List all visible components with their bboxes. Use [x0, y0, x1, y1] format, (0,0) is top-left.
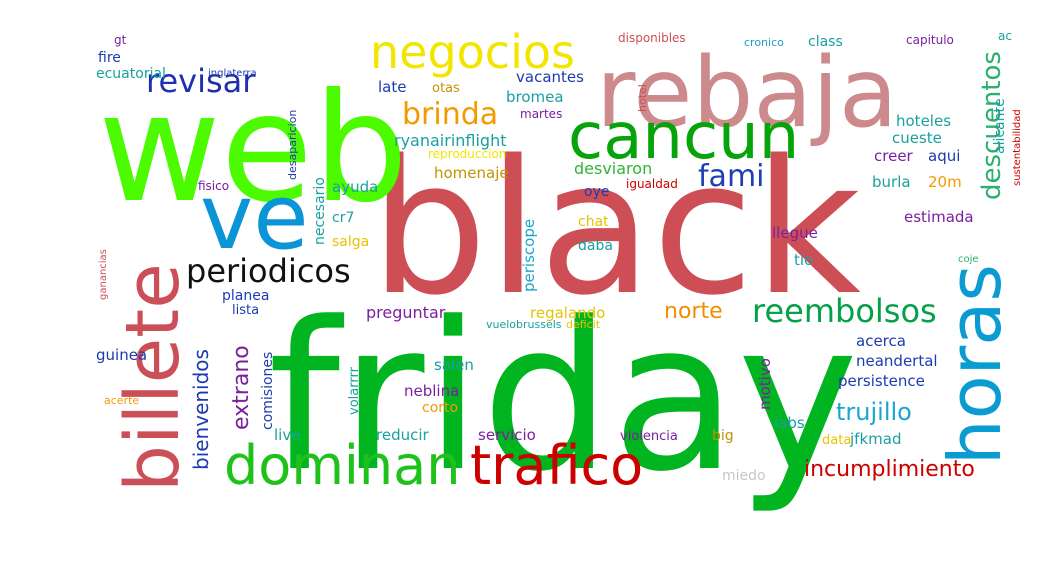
word: acerca	[856, 332, 906, 350]
word: hoteles	[896, 112, 951, 130]
word: chat	[578, 214, 609, 230]
word: capitulo	[906, 33, 954, 47]
word: vuelobrussels	[486, 318, 562, 331]
word: ayuda	[332, 178, 378, 196]
word: desviaron	[574, 159, 652, 178]
word: negocios	[370, 25, 575, 79]
word: bienvenidos	[189, 349, 213, 470]
word: violencia	[620, 429, 678, 444]
word: web	[98, 62, 408, 236]
word: regalando	[530, 304, 605, 322]
word: servicio	[478, 426, 536, 444]
word: necesario	[312, 177, 328, 245]
word: extrano	[229, 345, 254, 430]
word: corto	[422, 400, 458, 416]
word: reproduccion	[428, 147, 506, 161]
word: volarrrr	[347, 366, 362, 415]
word: ganancias	[98, 249, 109, 300]
word: bromea	[506, 88, 564, 106]
word: daba	[578, 238, 613, 254]
word: disponibles	[618, 31, 686, 45]
word: creer	[874, 147, 914, 165]
word: black	[370, 120, 861, 336]
word: tio	[794, 251, 813, 269]
word: vacantes	[516, 68, 584, 86]
word: homenaje	[434, 164, 509, 182]
word: otas	[432, 81, 460, 96]
word: inglaterra	[208, 68, 257, 79]
word: reducir	[376, 426, 430, 444]
word: planea	[222, 288, 269, 304]
word: fire	[98, 50, 121, 66]
word: cueste	[892, 129, 942, 147]
word: 20m	[928, 173, 962, 191]
word: miedo	[722, 468, 766, 484]
word: ryanairinflight	[394, 131, 507, 150]
word: coje	[958, 254, 979, 265]
word: reembolsos	[752, 292, 937, 330]
word: igualdad	[626, 177, 678, 191]
word: aqui	[928, 147, 960, 165]
word: periscope	[520, 219, 538, 292]
word: norte	[664, 299, 723, 324]
word: sustentabilidad	[1012, 109, 1023, 186]
word: lista	[232, 303, 259, 318]
word: fami	[698, 159, 765, 194]
word: cancun	[568, 100, 799, 174]
word: data	[822, 433, 851, 448]
word: guinea	[96, 346, 147, 364]
word: neblina	[404, 382, 459, 400]
word: live	[274, 426, 300, 444]
word: billete	[110, 263, 196, 492]
word: desaparicion	[286, 110, 299, 180]
word: class	[808, 34, 843, 50]
word: salga	[332, 234, 369, 250]
word: neandertal	[856, 352, 938, 370]
word: burla	[872, 173, 911, 191]
word: salen	[434, 356, 474, 374]
word: periodicos	[186, 252, 351, 290]
word: jfkmad	[849, 430, 901, 448]
word: preguntar	[366, 303, 446, 322]
word: alicante	[992, 98, 1008, 154]
word: ecuatorial	[96, 66, 166, 82]
word: ac	[998, 29, 1012, 43]
word: ve	[200, 165, 309, 270]
word: llegue	[772, 224, 818, 242]
word: comisiones	[260, 352, 276, 430]
word: deficit	[566, 318, 601, 331]
word: descuentos	[977, 51, 1007, 200]
word: trujillo	[836, 398, 912, 426]
word: big	[712, 428, 734, 444]
word: oye	[584, 184, 609, 200]
word: late	[378, 78, 406, 96]
word: friday	[268, 279, 858, 517]
word: revisar	[146, 62, 256, 100]
word: acerte	[104, 394, 139, 407]
word: brinda	[402, 97, 498, 132]
word: martes	[520, 107, 562, 121]
word: cr7	[332, 210, 354, 226]
word: horas	[933, 264, 1017, 465]
word: cronico	[744, 36, 784, 49]
word: persistence	[838, 372, 925, 390]
word: rebaja	[596, 37, 898, 149]
word: hotel	[636, 84, 649, 112]
word: trafico	[470, 434, 643, 497]
word: fisico	[198, 179, 229, 193]
word: dominan	[224, 434, 460, 497]
word: labs	[774, 414, 805, 432]
word: motivo	[756, 358, 774, 410]
word: gt	[114, 33, 127, 47]
word: incumplimiento	[804, 457, 975, 482]
word: estimada	[904, 208, 974, 226]
